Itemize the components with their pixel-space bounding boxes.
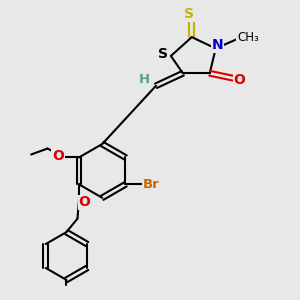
Text: S: S xyxy=(184,7,194,21)
Text: Br: Br xyxy=(142,178,159,191)
Text: O: O xyxy=(52,149,64,163)
Text: H: H xyxy=(139,73,150,86)
Text: O: O xyxy=(78,195,90,209)
Text: CH₃: CH₃ xyxy=(237,31,259,44)
Text: S: S xyxy=(158,47,168,61)
Text: O: O xyxy=(234,73,245,87)
Text: N: N xyxy=(212,38,223,52)
